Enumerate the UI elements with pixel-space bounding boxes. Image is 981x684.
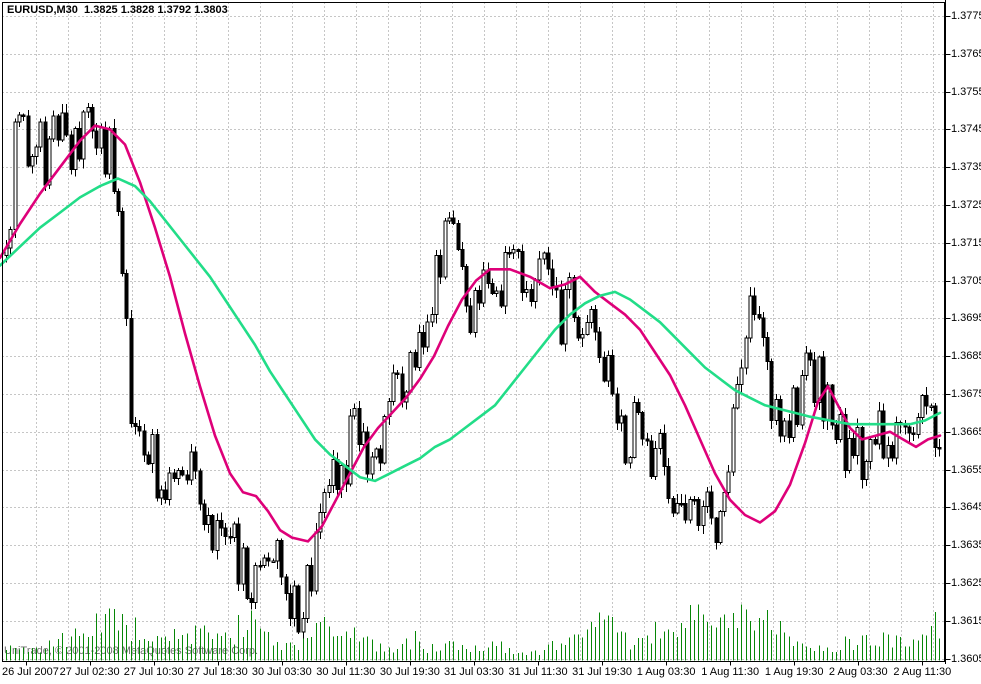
grid-layer	[2, 2, 945, 661]
price-axis-label: 1.3715	[951, 236, 981, 249]
time-axis-label: 27 Jul 18:30	[187, 666, 248, 678]
chart-title: EURUSD,M30 1.3825 1.3828 1.3792 1.3803	[7, 4, 228, 16]
time-axis-label: 26 Jul 2007	[2, 666, 59, 678]
time-axis-label: 30 Jul 03:30	[251, 666, 312, 678]
time-axis-label: 30 Jul 11:30	[316, 666, 376, 678]
time-axis-label: 31 Jul 03:30	[443, 666, 504, 678]
ma-slow-line	[0, 177, 942, 483]
price-axis-label: 1.3665	[951, 425, 981, 438]
price-axis-label: 1.3685	[951, 350, 981, 363]
current-bar-ohlc: 1.3825 1.3828 1.3792 1.3803	[84, 4, 228, 16]
time-axis-label: 2 Aug 11:30	[893, 666, 952, 678]
price-axis-label: 1.3625	[951, 577, 981, 589]
time-axis-label: 31 Jul 11:30	[508, 666, 568, 678]
time-axis-label: 2 Aug 03:30	[828, 666, 888, 678]
ma-fast-line	[0, 124, 942, 543]
time-axis-label: 1 Aug 11:30	[701, 666, 760, 678]
price-axis-label: 1.3635	[951, 539, 981, 552]
candles-layer	[4, 103, 942, 639]
price-axis-label: 1.3725	[951, 199, 981, 211]
price-axis-label: 1.3695	[951, 312, 981, 325]
volume-bars	[6, 604, 940, 661]
price-axis-label: 1.3605	[951, 652, 981, 665]
time-axis-label: 1 Aug 03:30	[636, 666, 696, 678]
price-axis-label: 1.3735	[951, 161, 981, 174]
price-axis-label: 1.3615	[951, 614, 981, 627]
symbol-period-label: EURUSD,M30	[7, 4, 78, 16]
time-axis-label: 27 Jul 10:30	[123, 666, 184, 678]
price-axis-label: 1.3675	[951, 388, 981, 400]
price-axis-label: 1.3775	[951, 10, 981, 22]
time-axis-label: 31 Jul 19:30	[572, 666, 633, 678]
price-axis-label: 1.3745	[951, 123, 981, 136]
time-axis-label: 1 Aug 19:30	[764, 666, 824, 678]
time-axis-label: 27 Jul 02:30	[59, 666, 120, 678]
time-axis-label: 30 Jul 19:30	[379, 666, 440, 678]
axes-layer	[2, 0, 951, 666]
price-axis-label: 1.3645	[951, 501, 981, 514]
price-axis-label: 1.3705	[951, 274, 981, 287]
price-axis-label: 1.3755	[951, 85, 981, 98]
price-axis-label: 1.3765	[951, 47, 981, 60]
price-axis-label: 1.3655	[951, 463, 981, 476]
